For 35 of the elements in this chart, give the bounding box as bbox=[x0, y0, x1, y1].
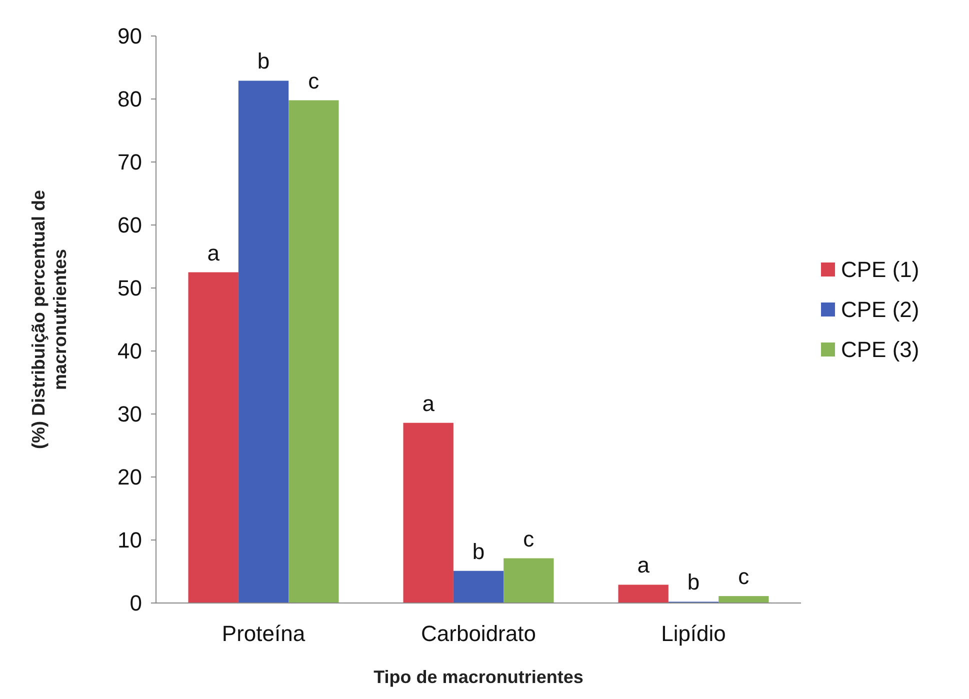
y-tick-label: 0 bbox=[130, 590, 142, 616]
data-label: c bbox=[523, 526, 534, 552]
y-axis-title: (%) Distribuição percentual de macronutrientes bbox=[28, 190, 70, 450]
y-tick-label: 40 bbox=[118, 338, 142, 364]
y-tick-label: 50 bbox=[118, 276, 142, 301]
bar bbox=[504, 558, 554, 603]
x-axis-title: Tipo de macronutrientes bbox=[374, 667, 584, 687]
bar bbox=[288, 100, 339, 603]
data-label: b bbox=[472, 538, 485, 564]
y-tick-label: 10 bbox=[118, 528, 142, 553]
y-tick-label: 80 bbox=[118, 86, 142, 112]
data-label: a bbox=[637, 552, 650, 578]
bar bbox=[238, 80, 289, 603]
data-label: c bbox=[738, 564, 750, 590]
y-tick-label: 70 bbox=[118, 150, 142, 175]
legend-label: CPE (3) bbox=[841, 337, 920, 362]
legend-label: CPE (2) bbox=[841, 297, 920, 322]
data-label: b bbox=[687, 570, 700, 595]
bar bbox=[453, 570, 504, 603]
data-label: b bbox=[257, 48, 270, 74]
y-tick-label: 20 bbox=[118, 464, 142, 490]
y-tick-label: 90 bbox=[118, 24, 142, 49]
data-label: a bbox=[207, 240, 220, 266]
bar bbox=[188, 272, 238, 603]
y-tick-label: 30 bbox=[118, 402, 142, 427]
x-tick-label: Lipídio bbox=[661, 621, 726, 646]
x-tick-label: Proteína bbox=[222, 621, 306, 646]
data-label: a bbox=[422, 390, 436, 416]
x-tick-label: Carboidrato bbox=[421, 621, 536, 646]
legend-label: CPE (1) bbox=[841, 257, 920, 282]
bar bbox=[403, 422, 454, 603]
bar bbox=[718, 596, 769, 603]
y-tick-label: 60 bbox=[118, 212, 142, 238]
data-label: c bbox=[308, 68, 320, 94]
bar bbox=[618, 584, 668, 603]
